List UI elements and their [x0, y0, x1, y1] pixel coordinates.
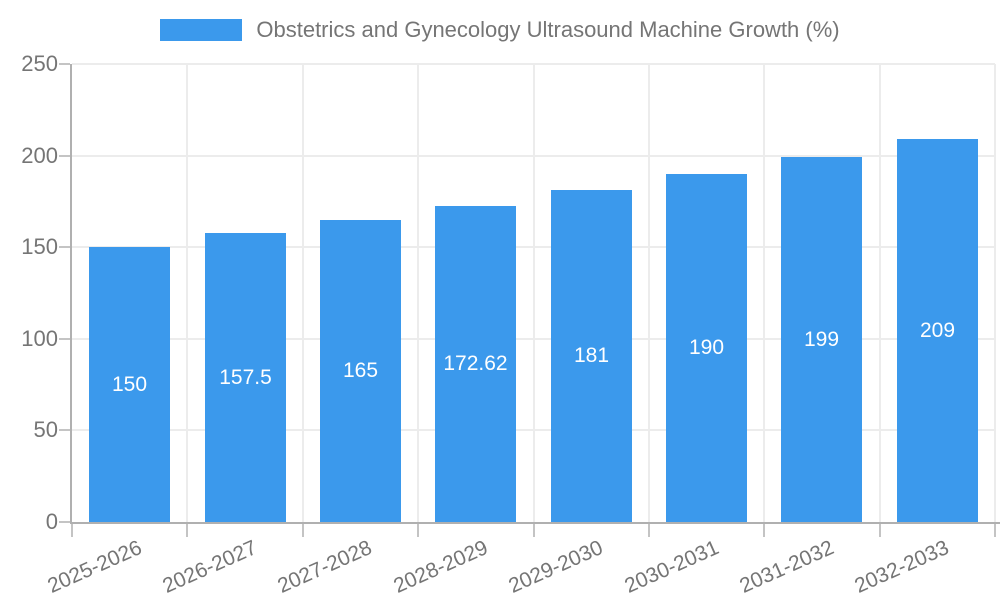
bar: [781, 157, 862, 522]
legend-label: Obstetrics and Gynecology Ultrasound Mac…: [256, 17, 840, 42]
bar: [551, 190, 632, 522]
bar: [666, 173, 747, 522]
y-axis-line: [70, 64, 72, 524]
x-axis-tick: [532, 524, 535, 537]
x-tick-label: 2030-2031: [621, 536, 723, 598]
x-axis-tick: [763, 524, 766, 537]
bar-value-label: 209: [919, 319, 956, 342]
v-gridline: [994, 64, 996, 522]
bar-value-label: 157.5: [219, 366, 272, 389]
legend-swatch-icon: [160, 19, 243, 41]
y-axis-tick: [59, 521, 70, 523]
y-tick-label: 150: [21, 234, 58, 260]
x-axis-tick: [71, 524, 73, 537]
v-gridline: [186, 64, 189, 522]
y-tick-label: 250: [21, 51, 58, 76]
bar-value-label: 165: [342, 359, 379, 382]
v-gridline: [878, 64, 881, 522]
v-gridline: [647, 64, 650, 522]
y-tick-label: 50: [33, 417, 58, 443]
x-axis-tick: [994, 524, 996, 537]
x-axis-tick: [878, 524, 881, 537]
x-axis-tick: [417, 524, 420, 537]
bar: [89, 247, 170, 522]
x-axis-tick: [186, 524, 189, 537]
x-axis-line: [70, 522, 1000, 524]
x-axis-tick: [647, 524, 650, 537]
bar-value-label: 150: [111, 373, 148, 396]
y-tick-label: 200: [21, 142, 58, 168]
y-tick-label: 100: [21, 325, 58, 351]
v-gridline: [417, 64, 420, 522]
v-gridline: [763, 64, 766, 522]
bar: [435, 205, 516, 522]
y-axis-tick: [59, 63, 70, 65]
bar: [205, 233, 286, 522]
bar-value-label: 172.62: [443, 352, 508, 375]
bar: [320, 219, 401, 522]
bar-value-label: 181: [573, 344, 610, 367]
v-gridline: [532, 64, 535, 522]
bar: [897, 139, 978, 522]
chart-legend[interactable]: Obstetrics and Gynecology Ultrasound Mac…: [0, 17, 1000, 43]
plot-area: [72, 63, 996, 522]
bar-value-label: 199: [803, 328, 840, 351]
y-axis-tick: [59, 154, 70, 157]
x-tick-label: 2027-2028: [274, 536, 376, 598]
x-tick-label: 2026-2027: [159, 536, 261, 598]
x-tick-label: 2028-2029: [390, 536, 492, 598]
x-axis-tick: [301, 524, 304, 537]
x-tick-label: 2032-2033: [851, 536, 953, 598]
x-tick-label: 2029-2030: [505, 536, 607, 598]
y-axis-tick: [59, 429, 70, 432]
y-tick-label: 0: [45, 509, 58, 534]
y-axis-tick: [59, 337, 70, 340]
v-gridline: [301, 64, 304, 522]
bar-value-label: 190: [688, 336, 725, 359]
x-tick-label: 2025-2026: [44, 536, 146, 598]
y-axis-tick: [59, 246, 70, 249]
x-tick-label: 2031-2032: [736, 536, 838, 598]
